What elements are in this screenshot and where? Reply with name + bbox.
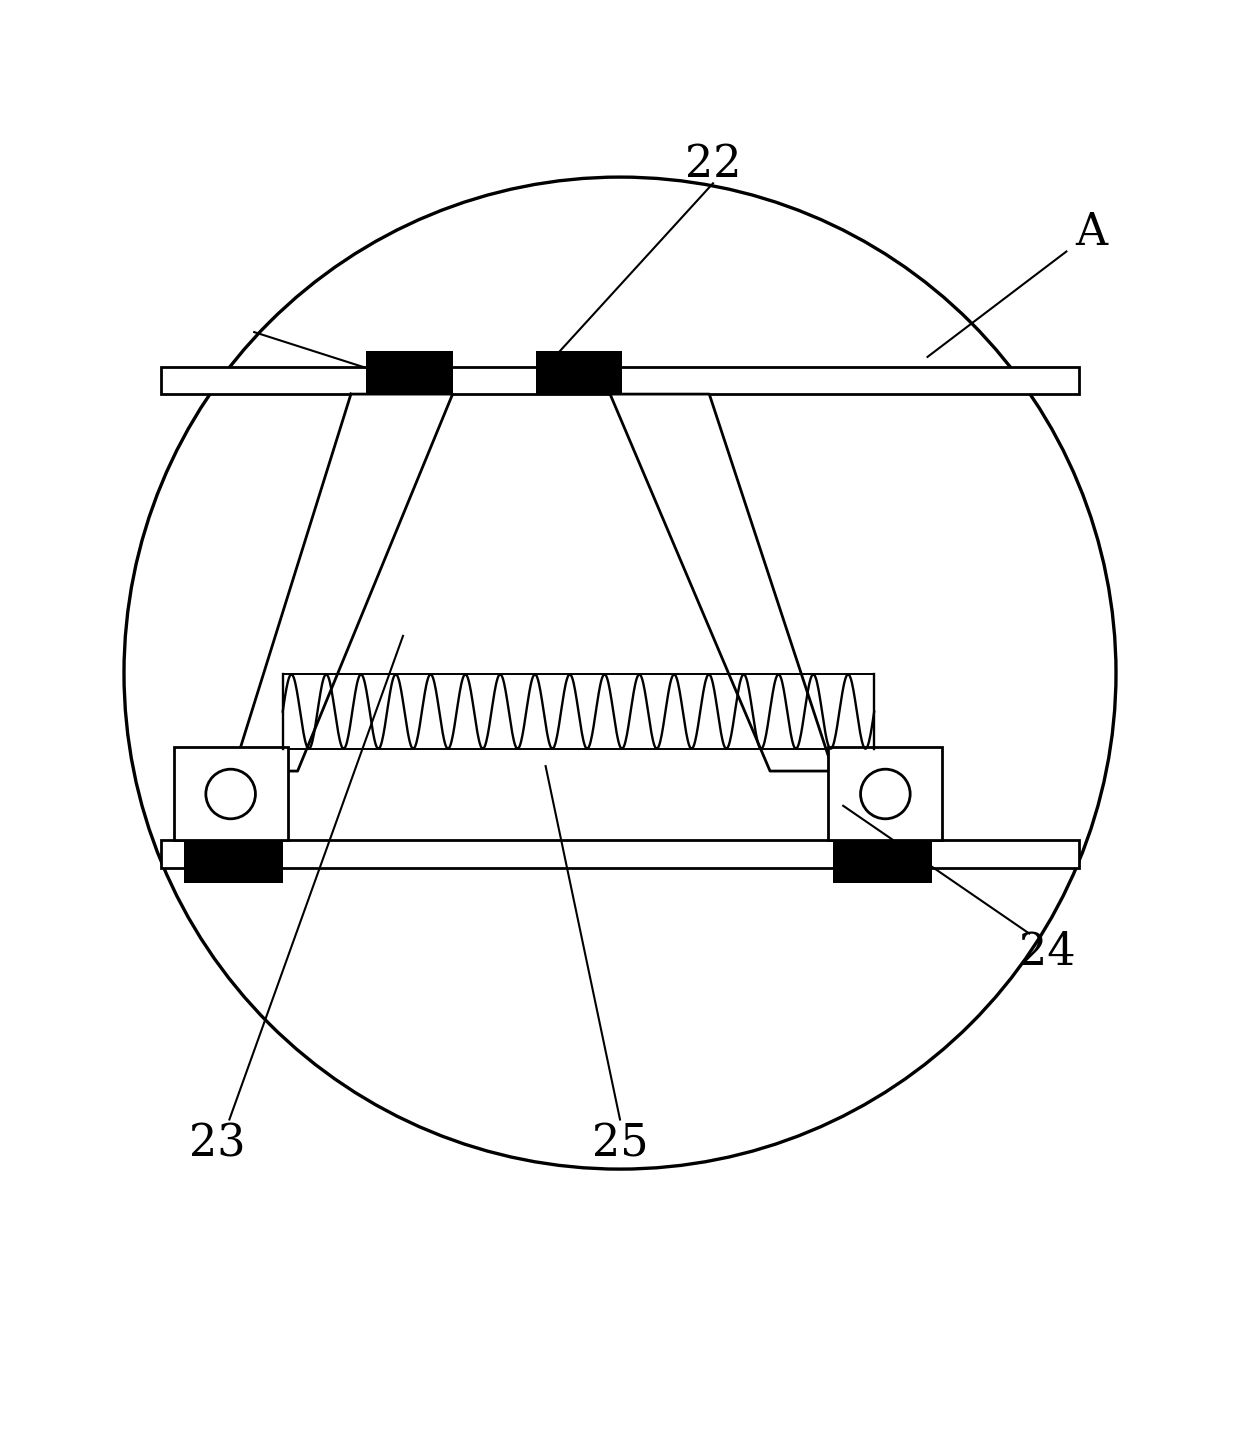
Bar [828,748,942,841]
Text: 22: 22 [684,143,742,186]
Bar [174,748,288,841]
Text: 23: 23 [188,1122,246,1166]
Text: 24: 24 [1019,930,1076,973]
Polygon shape [233,394,453,771]
Bar [366,351,453,394]
Bar [184,841,283,883]
Bar [833,841,932,883]
Text: A: A [1075,211,1107,255]
Text: 25: 25 [591,1122,649,1166]
Polygon shape [610,394,833,771]
Bar [536,351,622,394]
Bar [161,367,1079,394]
Bar [161,841,1079,868]
